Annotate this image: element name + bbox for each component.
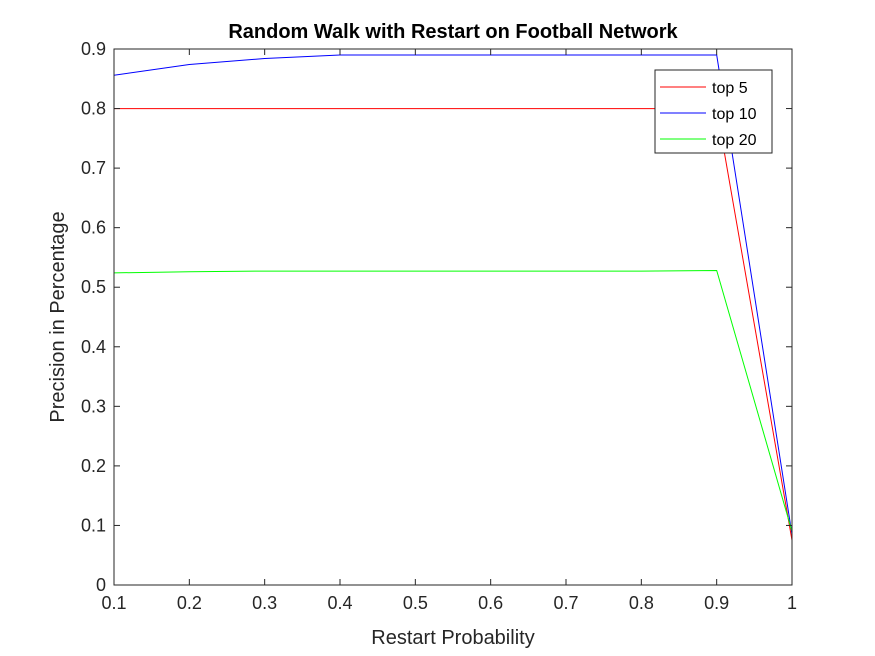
x-tick-label: 0.1 bbox=[101, 593, 126, 613]
legend: top 5 top 10 top 20 bbox=[654, 69, 773, 154]
x-tick-label: 0.3 bbox=[252, 593, 277, 613]
x-axis: 0.1 0.2 0.3 0.4 0.5 0.6 0.7 0.8 0.9 1 bbox=[101, 49, 797, 613]
y-tick-label: 0.3 bbox=[81, 396, 106, 416]
y-tick-label: 0.7 bbox=[81, 158, 106, 178]
y-tick-label: 0 bbox=[96, 575, 106, 595]
y-tick-label: 0.4 bbox=[81, 337, 106, 357]
legend-label: top 20 bbox=[712, 132, 757, 149]
y-tick-label: 0.9 bbox=[81, 39, 106, 59]
x-tick-label: 0.9 bbox=[704, 593, 729, 613]
y-tick-label: 0.2 bbox=[81, 456, 106, 476]
x-tick-label: 0.6 bbox=[478, 593, 503, 613]
y-axis-label: Precision in Percentage bbox=[47, 211, 69, 422]
legend-label: top 10 bbox=[712, 106, 757, 123]
x-tick-label: 0.4 bbox=[327, 593, 352, 613]
x-tick-label: 0.7 bbox=[553, 593, 578, 613]
x-tick-label: 0.8 bbox=[629, 593, 654, 613]
y-tick-label: 0.6 bbox=[81, 218, 106, 238]
x-tick-label: 0.2 bbox=[177, 593, 202, 613]
series-line-top-5 bbox=[114, 108, 793, 541]
y-axis: 0 0.1 0.2 0.3 0.4 0.5 0.6 0.7 0.8 0.9 bbox=[81, 39, 792, 595]
plot-area bbox=[113, 48, 793, 586]
y-tick-label: 0.5 bbox=[81, 277, 106, 297]
series-line-top-10 bbox=[113, 54, 793, 535]
x-axis-label: Restart Probability bbox=[371, 627, 534, 649]
series-line-top-20 bbox=[113, 269, 793, 532]
x-tick-label: 1 bbox=[787, 593, 797, 613]
y-tick-label: 0.8 bbox=[81, 99, 106, 119]
legend-label: top 5 bbox=[712, 80, 748, 97]
y-tick-label: 0.1 bbox=[81, 515, 106, 535]
chart-title: Random Walk with Restart on Football Net… bbox=[228, 21, 678, 43]
x-tick-label: 0.5 bbox=[403, 593, 428, 613]
